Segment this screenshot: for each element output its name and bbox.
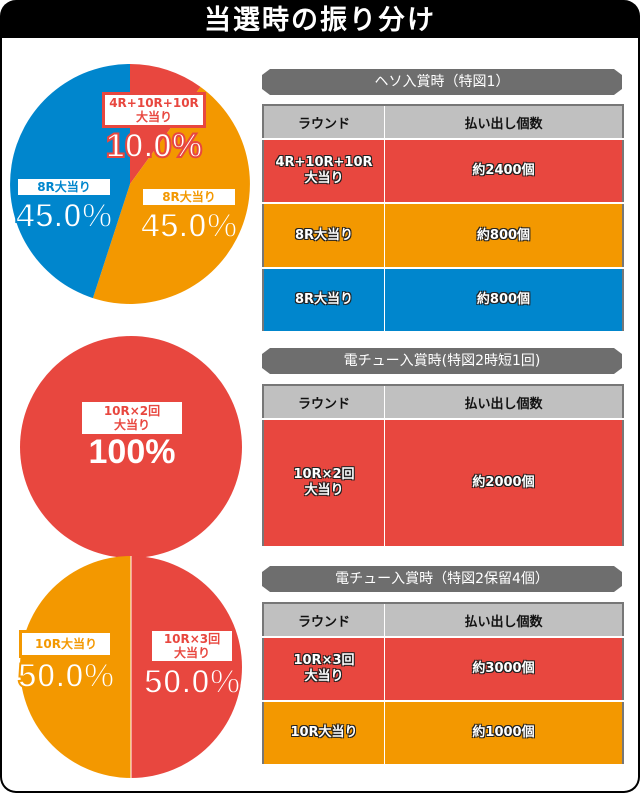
section-title-heso: ヘソ入賞時（特図1） [262,69,622,95]
table-row: 8R大当り 約800個 [263,203,624,269]
table-row: 4R+10R+10R 大当り 約2400個 [263,139,624,204]
pie-slice-10rx2 [20,336,242,558]
round-cell: 10R×3回 大当り [263,637,385,702]
slice-percent: 50.0% [17,657,115,695]
slice-percent: 100% [88,433,176,471]
payout-cell: 約3000個 [384,637,624,702]
payout-cell: 約800個 [384,268,624,333]
payout-cell: 約2400個 [384,139,624,204]
col-header-payout: 払い出し個数 [384,105,624,140]
slice-percent: 45.0% [140,207,238,245]
slice-percent: 10.0% [105,127,203,165]
col-header-round: ラウンド [263,603,385,638]
pie1-label-orange: 8R大当り 45.0% [130,186,248,245]
section-title-denchu-horyu: 電チュー入賞時（特図2保留4個） [262,566,622,592]
col-header-round: ラウンド [263,105,385,140]
slice-label: 10R×3回 大当り [149,628,235,664]
section-title-denchu-jitan: 電チュー入賞時(特図2時短1回) [262,348,622,374]
table-row: 10R大当り 約1000個 [263,701,624,766]
slice-label: 8R大当り [140,186,238,208]
round-cell: 10R×2回 大当り [263,419,385,548]
header-bar: 当選時の振り分け [0,0,640,42]
payout-table-denchu-horyu: ラウンド 払い出し個数 10R×3回 大当り 約3000個 10R大当り 約10… [262,602,624,766]
round-cell: 8R大当り [263,268,385,333]
payout-table-heso: ラウンド 払い出し個数 4R+10R+10R 大当り 約2400個 8R大当り … [262,104,624,333]
slice-label: 4R+10R+10R 大当り [102,92,206,128]
slice-label: 8R大当り [15,176,113,198]
payout-table-denchu-jitan: ラウンド 払い出し個数 10R×2回 大当り 約2000個 [262,384,624,548]
pie2-label: 10R×2回 大当り 100% [72,402,192,470]
round-cell: 10R大当り [263,701,385,766]
pie-slice-10rx3 [131,556,242,778]
round-cell: 4R+10R+10R 大当り [263,139,385,204]
col-header-payout: 払い出し個数 [384,385,624,420]
pie-chart-denchu-horyu [20,556,242,778]
slice-label: 10R×2回 大当り [82,402,182,434]
payout-cell: 約1000個 [384,701,624,766]
pie1-label-blue: 8R大当り 45.0% [6,176,122,235]
slice-label: 10R大当り [19,630,113,658]
round-cell: 8R大当り [263,203,385,269]
pie-chart-denchu-jitan [20,336,242,558]
pie3-label-orange: 10R大当り 50.0% [8,630,124,695]
col-header-payout: 払い出し個数 [384,603,624,638]
col-header-round: ラウンド [263,385,385,420]
slice-percent: 50.0% [143,663,241,701]
pie-slice-10r [20,556,131,778]
table-row: 10R×3回 大当り 約3000個 [263,637,624,702]
payout-cell: 約800個 [384,203,624,269]
page-title: 当選時の振り分け [204,5,436,36]
slice-percent: 45.0% [15,197,113,235]
table-row: 10R×2回 大当り 約2000個 [263,419,624,548]
payout-cell: 約2000個 [384,419,624,548]
pie1-label-red: 4R+10R+10R 大当り 10.0% [92,92,216,165]
pie3-label-red: 10R×3回 大当り 50.0% [134,628,250,701]
table-row: 8R大当り 約800個 [263,268,624,333]
